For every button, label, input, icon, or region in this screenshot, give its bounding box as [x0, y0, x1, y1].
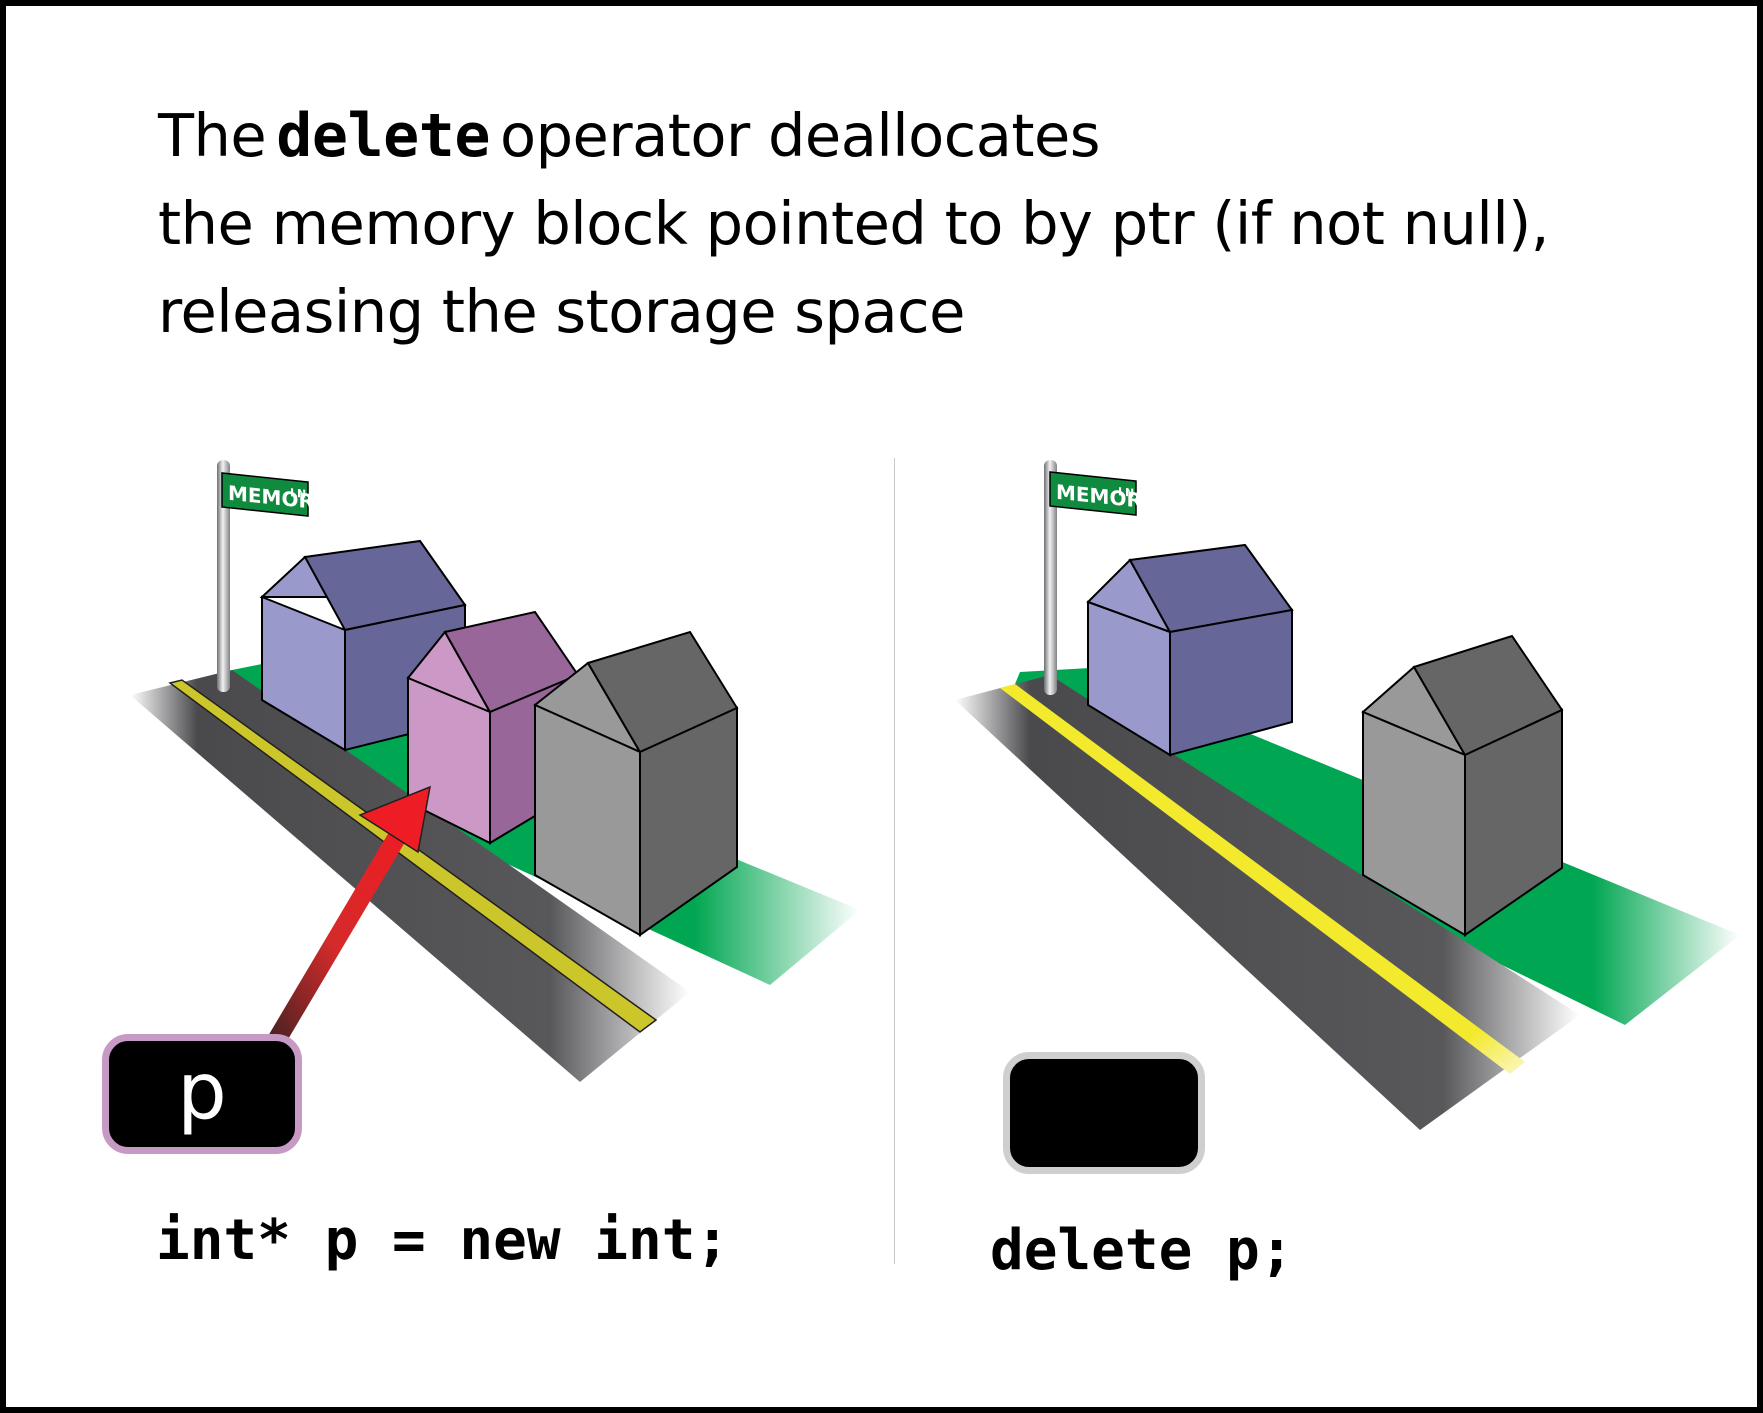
left-road-line [168, 679, 658, 1033]
right-sign-suffix: LN [1118, 485, 1134, 500]
right-house-gray [1361, 634, 1564, 937]
right-road [955, 675, 1580, 1130]
pointer-arrow-shaft [255, 822, 411, 1068]
pointer-variable-box: p [102, 1034, 302, 1154]
heading-line-2: the memory block pointed to by ptr (if n… [158, 189, 1549, 258]
left-sign-pole [217, 460, 230, 692]
right-sign-pole [1044, 460, 1057, 695]
pointer-arrow [255, 785, 431, 1068]
right-road-line [1000, 684, 1525, 1074]
heading-prefix: The [158, 101, 267, 170]
allocation-code: int* p = new int; [156, 1208, 730, 1273]
pointer-variable-label: p [177, 1047, 227, 1137]
left-road [130, 670, 690, 1082]
heading: The delete operator deallocates the memory… [158, 92, 1549, 356]
heading-line1-rest: operator deallocates [499, 101, 1101, 170]
left-street-sign: MEMORY LN [221, 472, 328, 517]
left-house-gray [533, 630, 739, 937]
right-street-sign: MEMORY LN [1049, 471, 1156, 516]
pointer-arrow-head [358, 785, 431, 854]
left-sign-suffix: LN [290, 486, 306, 501]
heading-line-3: releasing the storage space [158, 277, 965, 346]
heading-line-1: The delete operator deallocates [158, 92, 1549, 180]
left-street-scene: MEMORY LN [130, 460, 860, 1082]
deleted-pointer-box [1003, 1052, 1205, 1174]
right-house-blue [1086, 543, 1294, 757]
delete-code: delete p; [990, 1218, 1294, 1283]
right-street-scene: MEMORY LN [955, 460, 1740, 1130]
panel-divider [894, 458, 895, 1264]
heading-keyword: delete [276, 101, 490, 171]
